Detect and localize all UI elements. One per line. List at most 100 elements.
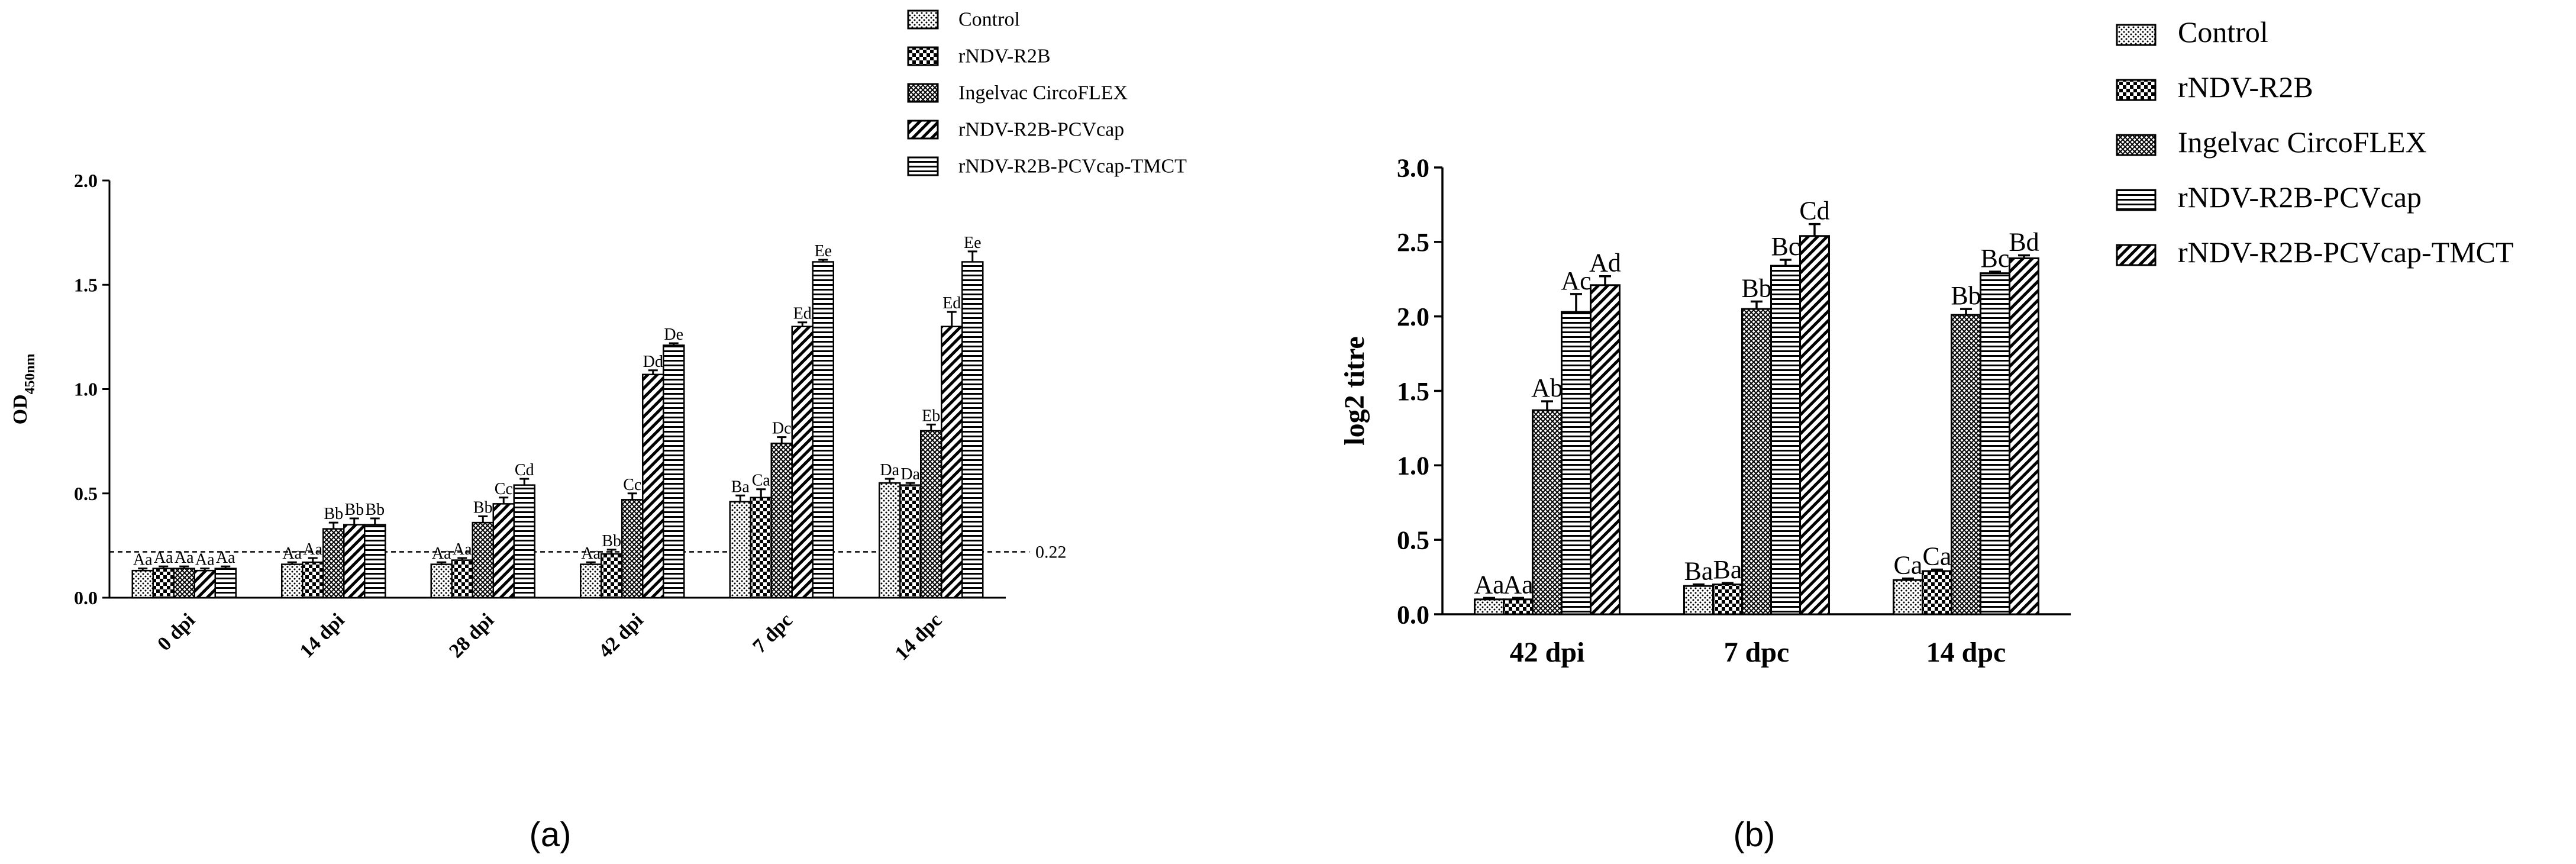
data-label: Ee [814,242,832,260]
data-label: Dc [772,420,792,438]
data-label: De [664,325,683,344]
bar [1922,570,1952,615]
data-label: Aa [1503,570,1533,599]
legend-swatch [2116,79,2157,101]
data-label: Da [880,461,899,479]
data-label: Ed [942,294,961,312]
data-label: Cc [495,480,513,498]
y-tick-label: 1.0 [1397,452,1429,481]
x-tick-label: 42 dpi [595,609,648,662]
data-label: Ed [793,305,812,323]
bar [750,497,772,599]
data-label: Ca [1894,551,1923,580]
data-label: Ca [752,472,771,490]
bar [193,569,216,599]
legend-swatch [2116,24,2157,46]
legend-swatch [907,9,939,30]
bar [451,559,473,599]
legend-swatch [2116,189,2157,211]
data-label: Aa [453,540,472,559]
bar [961,261,984,599]
bar [1532,409,1563,615]
data-label: Ab [1531,373,1563,402]
y-axis-label: log2 titre [1339,336,1370,445]
data-label: Bc [1981,244,2010,273]
x-tick-label: 28 dpi [445,609,498,662]
data-label: Aa [1474,570,1504,599]
legend-label: Control [2178,15,2268,49]
legend-label: rNDV-R2B-PCVcap-TMCT [958,156,1187,178]
y-tick-label: 1.0 [74,379,98,400]
bar [281,563,304,599]
data-label: Ba [731,478,750,496]
legend-swatch [2116,134,2157,156]
data-label: Bb [365,501,385,519]
data-label: Ba [1684,557,1713,586]
data-label: Aa [216,549,235,567]
legend-swatch [907,120,939,140]
bar [492,503,515,599]
data-label: Cc [623,476,641,494]
bar [770,442,793,599]
bar [1503,598,1534,615]
data-label: Aa [581,544,601,563]
bar [364,524,386,599]
bar [621,499,644,599]
legend-swatch [907,46,939,66]
y-tick-label: 0.5 [1397,526,1429,555]
data-label: Da [900,465,920,483]
legend-label: rNDV-R2B [2178,70,2313,104]
bar [2009,257,2039,615]
data-label: Aa [282,544,302,563]
data-label: Ad [1589,249,1621,278]
bar [1712,583,1743,615]
x-tick-label: 42 dpi [1510,637,1585,668]
bar [1951,314,1981,615]
legend-swatch [907,156,939,176]
data-label: Bb [344,501,364,519]
panel-b-caption: (b) [1734,815,1776,854]
bar [879,482,901,599]
bar [430,563,453,599]
bar [173,568,195,599]
bar [472,521,494,599]
bar [1741,308,1772,615]
bar [152,568,175,599]
bar [214,568,237,599]
y-tick-label: 1.5 [74,274,98,295]
data-label: Aa [303,540,322,559]
legend-label: rNDV-R2B-PCVcap-TMCT [2178,236,2514,269]
y-tick-label: 1.5 [1397,377,1429,406]
data-label: Bd [2009,227,2039,256]
bar [580,563,602,599]
data-label: Ba [1713,555,1742,584]
y-tick-label: 3.0 [1397,153,1429,182]
data-label: Bb [602,532,621,550]
bar [729,501,751,599]
bar [899,484,922,599]
y-axis-label: OD450nm [9,353,38,424]
data-label: Bb [1741,274,1771,303]
data-label: Aa [154,549,173,567]
data-label: Bb [473,499,493,517]
data-label: Eb [922,407,940,425]
data-label: Bb [324,505,343,523]
data-label: Aa [133,551,153,569]
panel-a-caption: (a) [530,815,572,854]
data-label: Ee [964,234,982,252]
bar [601,553,623,599]
bar [343,524,366,599]
y-tick-label: 2.0 [1397,302,1429,331]
y-tick-label: 0.5 [74,483,98,504]
bar [941,325,963,599]
x-tick-label: 14 dpc [891,609,947,665]
bar [663,344,685,599]
x-tick-label: 0 dpi [153,609,199,655]
legend-swatch [907,83,939,103]
bar [1770,265,1801,615]
y-tick-label: 2.5 [1397,228,1429,257]
bar [791,325,814,599]
